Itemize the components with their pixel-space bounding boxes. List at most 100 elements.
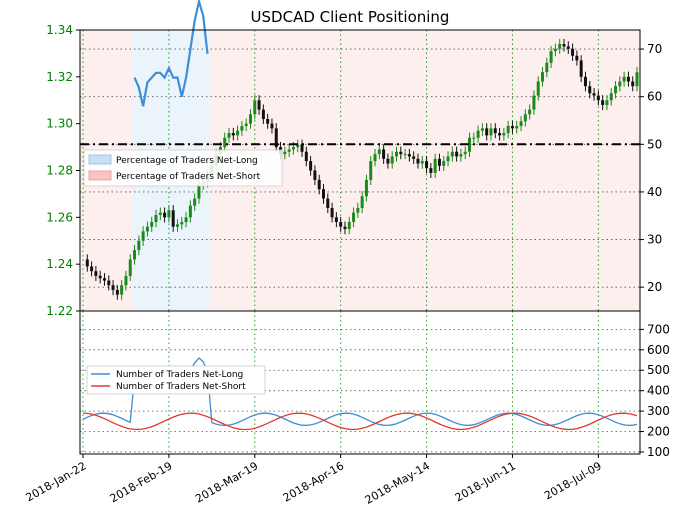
candle-body <box>382 149 386 159</box>
candle-body <box>562 44 566 47</box>
background-band <box>445 30 451 311</box>
background-band <box>604 30 610 311</box>
candle-body <box>571 48 575 56</box>
candle-body <box>412 156 416 159</box>
background-band <box>518 30 524 311</box>
background-band <box>467 30 472 311</box>
chart-title: USDCAD Client Positioning <box>251 8 450 26</box>
trader-count-axis: 100 200 300 400 500 600 700 <box>640 322 670 459</box>
candle-body <box>171 210 175 227</box>
percentage-tick-label: 20 <box>647 280 662 294</box>
background-band <box>347 30 352 311</box>
candle-body <box>553 48 557 52</box>
candle-body <box>609 93 613 101</box>
background-band <box>557 30 562 311</box>
background-band <box>321 30 326 311</box>
candle-body <box>429 168 433 173</box>
count-tick-label: 300 <box>647 404 670 418</box>
background-band <box>617 30 622 311</box>
legend-label-net-long-pct: Percentage of Traders Net-Long <box>116 156 258 166</box>
candle-body <box>261 109 265 119</box>
date-tick-label: 2018-Jun-11 <box>453 459 518 504</box>
candle-body <box>532 95 536 110</box>
background-band <box>536 30 541 311</box>
candle-body <box>180 222 184 225</box>
background-band <box>351 30 356 311</box>
count-tick-label: 500 <box>647 363 670 377</box>
background-band <box>295 30 300 311</box>
count-tick-label: 700 <box>647 322 670 336</box>
candle-body <box>167 210 171 218</box>
candle-body <box>274 128 278 148</box>
candle-body <box>283 151 287 155</box>
candle-body <box>193 198 197 206</box>
candle-body <box>480 128 484 131</box>
candle-body <box>115 289 119 295</box>
candle-body <box>433 158 437 173</box>
candle-body <box>558 44 562 49</box>
candle-body <box>455 151 459 157</box>
candle-body <box>291 147 295 150</box>
count-tick-label: 600 <box>647 343 670 357</box>
price-tick-label: 1.22 <box>46 304 73 318</box>
background-band <box>402 30 408 311</box>
candle-body <box>446 156 450 162</box>
background-band <box>385 30 391 311</box>
background-band <box>372 30 378 311</box>
legend-label-net-long-count: Number of Traders Net-Long <box>116 370 243 380</box>
candle-body <box>579 60 583 77</box>
candle-body <box>145 226 149 232</box>
candle-body <box>442 161 446 166</box>
date-tick-label: 2018-Feb-19 <box>108 459 175 505</box>
background-band <box>420 30 425 311</box>
background-band <box>407 30 412 311</box>
candle-body <box>184 217 188 223</box>
count-tick-label: 100 <box>647 445 670 459</box>
candle-body <box>588 86 592 94</box>
background-band <box>398 30 403 311</box>
background-band <box>364 30 369 311</box>
candle-body <box>407 154 411 157</box>
background-band <box>591 30 597 311</box>
candle-body <box>154 214 158 223</box>
background-band <box>613 30 618 311</box>
candle-body <box>583 76 587 87</box>
candle-body <box>356 207 360 213</box>
candle-body <box>485 128 489 136</box>
price-tick-label: 1.34 <box>46 23 73 37</box>
candle-body <box>476 130 480 138</box>
background-band <box>544 30 549 311</box>
date-tick-label: 2018-Apr-16 <box>281 459 346 504</box>
percentage-tick-label: 50 <box>647 137 662 151</box>
legend-label-net-short-pct: Percentage of Traders Net-Short <box>116 172 261 182</box>
candle-body <box>163 212 167 218</box>
candle-body <box>150 222 154 227</box>
candle-body <box>197 184 201 199</box>
candle-body <box>128 259 132 276</box>
candle-body <box>403 154 407 156</box>
candle-body <box>523 114 527 122</box>
background-band <box>579 30 584 311</box>
candle-body <box>498 133 502 136</box>
candle-body <box>90 266 94 272</box>
background-band <box>626 30 631 311</box>
candle-body <box>541 72 545 82</box>
background-band <box>329 30 335 311</box>
candle-body <box>158 212 162 215</box>
background-band <box>282 30 287 311</box>
candle-body <box>631 81 635 87</box>
candle-body <box>450 151 454 157</box>
percentage-tick-label: 60 <box>647 90 662 104</box>
candle-body <box>253 100 257 115</box>
candle-body <box>309 161 313 171</box>
candle-body <box>386 158 390 164</box>
candle-body <box>420 161 424 164</box>
candle-body <box>111 285 115 290</box>
candle-body <box>102 278 106 281</box>
price-tick-label: 1.32 <box>46 70 73 84</box>
candle-body <box>94 271 98 276</box>
candle-body <box>395 151 399 157</box>
background-band <box>304 30 309 311</box>
percentage-axis: 20 30 40 50 60 70 <box>640 42 662 294</box>
legend-label-net-short-count: Number of Traders Net-Short <box>116 382 246 392</box>
